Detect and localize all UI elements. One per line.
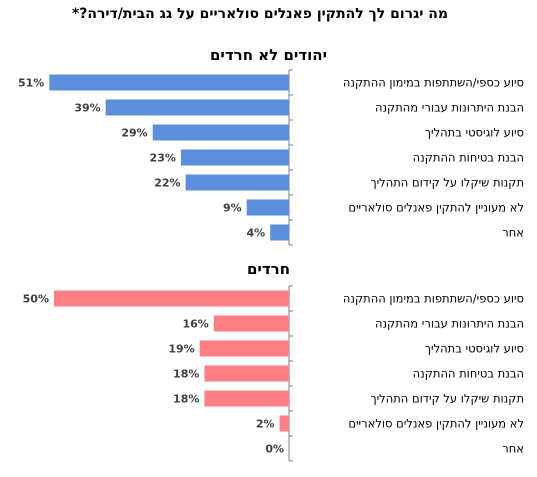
data-label: 39% xyxy=(74,102,100,115)
bar xyxy=(204,390,289,407)
data-label: 2% xyxy=(256,418,275,431)
data-label: 9% xyxy=(223,202,242,215)
chart-title: מה יגרום לך להתקין פאנלים סולאריים על גג… xyxy=(71,6,449,22)
category-label: אחר xyxy=(502,442,524,456)
bar xyxy=(213,315,289,332)
category-label: לא מעוניין להתקין פאנלים סולאריים xyxy=(348,417,524,431)
bar xyxy=(246,199,289,216)
bar xyxy=(204,365,289,382)
category-label: סיוע כספי/השתתפות במימון ההתקנה xyxy=(343,292,524,306)
bar xyxy=(185,174,289,191)
data-label: 18% xyxy=(173,368,199,381)
data-label: 51% xyxy=(18,77,44,90)
category-label: סיוע כספי/השתתפות במימון ההתקנה xyxy=(343,76,524,90)
data-label: 16% xyxy=(182,318,208,331)
data-label: 4% xyxy=(247,227,266,240)
data-label: 50% xyxy=(23,293,49,306)
bar xyxy=(199,340,289,357)
bar xyxy=(49,74,289,91)
category-label: לא מעוניין להתקין פאנלים סולאריים xyxy=(348,201,524,215)
category-label: תקנות שיקלו על קידום התהליך xyxy=(370,176,524,190)
bar xyxy=(105,99,289,116)
bar xyxy=(180,149,289,166)
bar xyxy=(152,124,289,141)
category-label: הבנת בטיחות ההתקנה xyxy=(413,151,524,165)
data-label: 18% xyxy=(173,393,199,406)
category-label: הבנת היתרונות עבורי מהתקנה xyxy=(375,317,524,331)
category-label: הבנת בטיחות ההתקנה xyxy=(413,367,524,381)
data-label: 22% xyxy=(154,177,180,190)
bar xyxy=(270,224,289,241)
data-label: 0% xyxy=(265,443,284,456)
category-label: סיוע לוגיסטי בתהליך xyxy=(425,342,524,356)
data-label: 23% xyxy=(150,152,176,165)
data-label: 19% xyxy=(168,343,194,356)
category-label: הבנת היתרונות עבורי מהתקנה xyxy=(375,101,524,115)
bar xyxy=(279,415,289,432)
data-label: 29% xyxy=(121,127,147,140)
category-label: סיוע לוגיסטי בתהליך xyxy=(425,126,524,140)
panel-title-haredi: חרדים xyxy=(246,260,290,278)
panel-title-non-haredi: יהודים לא חרדים xyxy=(209,46,327,64)
bar xyxy=(54,290,289,307)
category-label: תקנות שיקלו על קידום התהליך xyxy=(370,392,524,406)
category-label: אחר xyxy=(502,226,524,240)
